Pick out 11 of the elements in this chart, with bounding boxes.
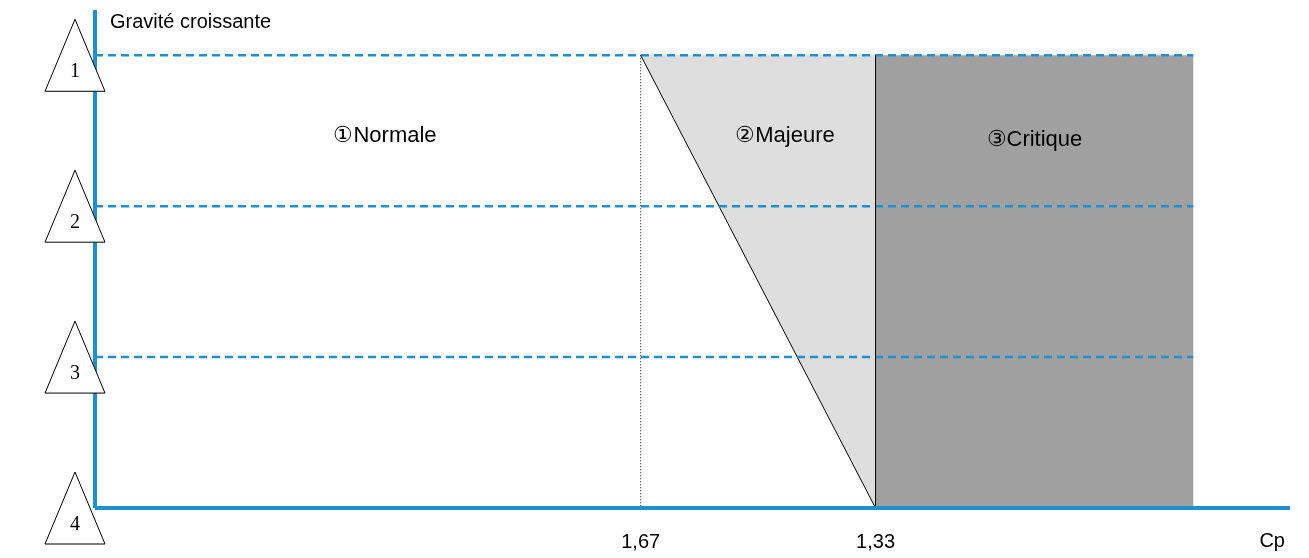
annotation: ①Normale [333, 122, 437, 148]
band-label: ③Critique [986, 125, 1083, 151]
y-tick-label: 4 [70, 512, 80, 534]
x-tick-label: 1,67 [621, 530, 661, 553]
y-tick-label: 3 [70, 361, 80, 384]
y-tick-label: 2 [70, 210, 80, 233]
x-tick-label: 1,33 [856, 530, 896, 553]
y-tick-label: 1 [70, 59, 80, 82]
x-axis-title: Cp [1259, 529, 1285, 551]
y-axis-title: Gravité croissante [110, 10, 272, 33]
annotation: ②Majeure [735, 122, 835, 148]
